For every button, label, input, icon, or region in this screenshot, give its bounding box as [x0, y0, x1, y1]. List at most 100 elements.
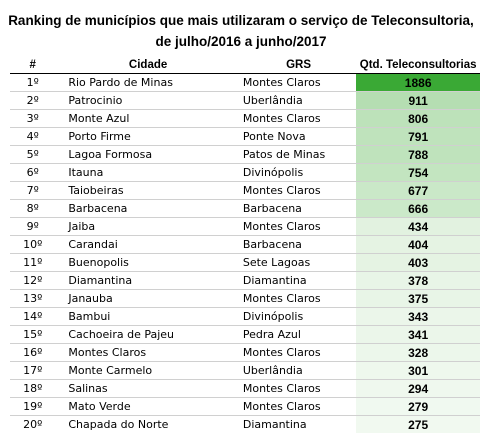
ranking-table: # Cidade GRS Qtd. Teleconsultorias 1º Rio…: [10, 57, 480, 433]
rank-cell: 13º: [10, 289, 56, 308]
table-row: 12º Diamantina Diamantina 378: [10, 271, 480, 290]
rank-cell: 20º: [23, 418, 43, 431]
table-row: 2º Patrocinio Uberlândia 911: [10, 91, 480, 110]
qtd-cell: 791: [356, 127, 480, 146]
grs-cell: Sete Lagoas: [240, 253, 357, 272]
title-line-1: Ranking de municípios que mais utilizara…: [8, 13, 474, 28]
rank-cell: 19º: [10, 397, 56, 416]
rank-cell: 8º: [10, 199, 56, 218]
table-row: 8º Barbacena Barbacena 666: [10, 199, 480, 218]
qtd-cell: 343: [356, 307, 480, 326]
city-cell: Porto Firme: [55, 127, 241, 146]
city-cell: Carandai: [55, 235, 241, 254]
report-title: Ranking de municípios que mais utilizara…: [0, 10, 482, 52]
grs-cell: Uberlândia: [240, 91, 357, 110]
table-header-row: # Cidade GRS Qtd. Teleconsultorias: [10, 57, 480, 74]
city-cell: Janauba: [55, 289, 241, 308]
grs-cell: Patos de Minas: [240, 145, 357, 164]
table-row: 16º Montes Claros Montes Claros 328: [10, 343, 480, 362]
grs-cell: Diamantina: [240, 271, 357, 290]
grs-cell: Barbacena: [240, 235, 357, 254]
qtd-cell: 403: [356, 253, 480, 272]
table-row: 6º Itauna Divinópolis 754: [10, 163, 480, 182]
grs-cell: Uberlândia: [240, 361, 357, 380]
table-row: 19º Mato Verde Montes Claros 279: [10, 397, 480, 416]
qtd-cell: 341: [356, 325, 480, 344]
qtd-cell: 754: [356, 163, 480, 182]
grs-cell: Montes Claros: [240, 181, 357, 200]
grs-cell: Divinópolis: [240, 307, 357, 326]
rank-cell: 18º: [10, 379, 56, 398]
city-cell: Rio Pardo de Minas: [55, 73, 241, 92]
table-row: 1º Rio Pardo de Minas Montes Claros 1886: [10, 73, 480, 92]
qtd-cell: 806: [356, 109, 480, 128]
city-cell: Cachoeira de Pajeu: [55, 325, 241, 344]
city-cell: Patrocinio: [55, 91, 241, 110]
city-cell: Diamantina: [55, 271, 241, 290]
table-row: 5º Lagoa Formosa Patos de Minas 788: [10, 145, 480, 164]
grs-cell: Montes Claros: [240, 289, 357, 308]
table-row: 17º Monte Carmelo Uberlândia 301: [10, 361, 480, 380]
rank-cell: 12º: [10, 271, 56, 290]
grs-cell: Montes Claros: [240, 343, 357, 362]
table-body: 1º Rio Pardo de Minas Montes Claros 1886 2º P…: [10, 73, 480, 433]
city-cell: Bambui: [55, 307, 241, 326]
city-cell: Chapada do Norte: [68, 418, 169, 431]
title-line-2: de julho/2016 a junho/2017: [155, 34, 327, 49]
grs-cell: Montes Claros: [240, 217, 357, 236]
city-cell: Jaiba: [55, 217, 241, 236]
header-qtd: Qtd. Teleconsultorias: [356, 57, 480, 74]
rank-cell: 10º: [10, 235, 56, 254]
rank-cell: 9º: [10, 217, 56, 236]
grs-cell: Divinópolis: [240, 163, 357, 182]
qtd-cell: 434: [356, 217, 480, 236]
table-row: 4º Porto Firme Ponte Nova 791: [10, 127, 480, 146]
rank-cell: 14º: [10, 307, 56, 326]
table-row: 18º Salinas Montes Claros 294: [10, 379, 480, 398]
table-row: 7º Taiobeiras Montes Claros 677: [10, 181, 480, 200]
qtd-cell: 294: [356, 379, 480, 398]
grs-cell: Ponte Nova: [240, 127, 357, 146]
grs-cell: Montes Claros: [240, 379, 357, 398]
qtd-cell: 404: [356, 235, 480, 254]
qtd-cell: 279: [356, 397, 480, 416]
rank-cell: 5º: [10, 145, 56, 164]
rank-cell: 3º: [10, 109, 56, 128]
qtd-cell: 301: [356, 361, 480, 380]
rank-cell: 11º: [10, 253, 56, 272]
table-row: 11º Buenopolis Sete Lagoas 403: [10, 253, 480, 272]
rank-cell: 16º: [10, 343, 56, 362]
header-city: Cidade: [55, 57, 241, 74]
city-cell: Monte Azul: [55, 109, 241, 128]
qtd-cell: 275: [356, 415, 480, 433]
table-row: 15º Cachoeira de Pajeu Pedra Azul 341: [10, 325, 480, 344]
rank-cell: 6º: [10, 163, 56, 182]
rank-cell: 1º: [10, 73, 56, 92]
city-cell: Salinas: [55, 379, 241, 398]
qtd-cell: 677: [356, 181, 480, 200]
table-row: 3º Monte Azul Montes Claros 806: [10, 109, 480, 128]
qtd-cell: 378: [356, 271, 480, 290]
grs-cell: Pedra Azul: [240, 325, 357, 344]
city-cell: Taiobeiras: [55, 181, 241, 200]
table-row: 9º Jaiba Montes Claros 434: [10, 217, 480, 236]
city-cell: Lagoa Formosa: [55, 145, 241, 164]
table-row: 13º Janauba Montes Claros 375: [10, 289, 480, 308]
city-cell: Monte Carmelo: [55, 361, 241, 380]
table-row: 10º Carandai Barbacena 404: [10, 235, 480, 254]
grs-cell: Montes Claros: [240, 397, 357, 416]
rank-cell: 4º: [10, 127, 56, 146]
table-row: 20º Chapada do Norte Diamantina 275: [10, 415, 480, 433]
city-cell: Buenopolis: [55, 253, 241, 272]
qtd-cell: 911: [356, 91, 480, 110]
rank-cell: 2º: [10, 91, 56, 110]
table-row: 14º Bambui Divinópolis 343: [10, 307, 480, 326]
rank-cell: 17º: [10, 361, 56, 380]
qtd-cell: 375: [356, 289, 480, 308]
rank-cell: 15º: [10, 325, 56, 344]
city-cell: Montes Claros: [55, 343, 241, 362]
qtd-cell: 666: [356, 199, 480, 218]
qtd-cell: 1886: [356, 73, 480, 92]
city-cell: Mato Verde: [55, 397, 241, 416]
qtd-cell: 788: [356, 145, 480, 164]
